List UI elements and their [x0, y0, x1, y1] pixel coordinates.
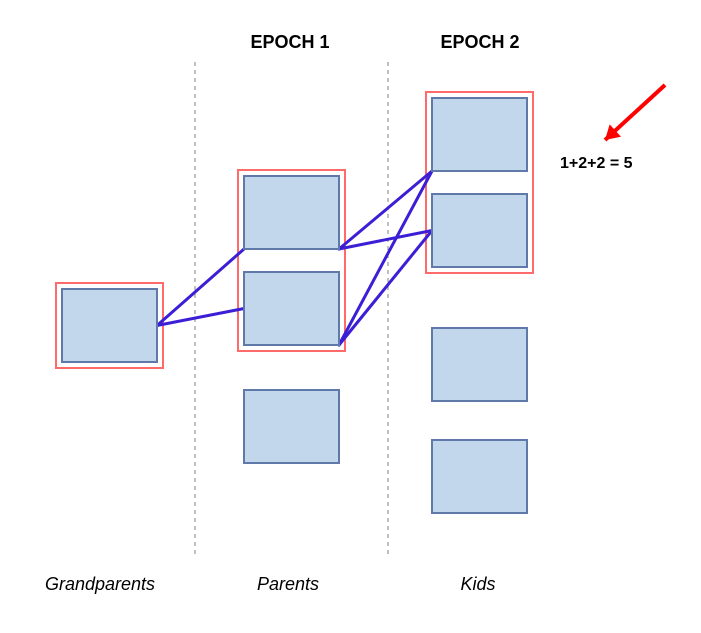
grandparents-label: Grandparents	[45, 574, 155, 594]
edge-p2-k1	[339, 171, 432, 345]
kids-label: Kids	[460, 574, 495, 594]
node-k3	[432, 328, 527, 401]
node-p1	[244, 176, 339, 249]
parents-label: Parents	[257, 574, 319, 594]
epoch2-header: EPOCH 2	[440, 32, 519, 52]
edge-p1-k1	[339, 171, 432, 249]
edge-gp-p1	[157, 249, 244, 326]
node-gp	[62, 289, 157, 362]
epoch1-header: EPOCH 1	[250, 32, 329, 52]
node-p2	[244, 272, 339, 345]
node-k2	[432, 194, 527, 267]
node-p3	[244, 390, 339, 463]
diagram-canvas: EPOCH 1 EPOCH 2 Grandparents Parents Kid…	[0, 0, 701, 633]
node-k4	[432, 440, 527, 513]
edge-gp-p2	[157, 309, 244, 326]
annotation-text: 1+2+2 = 5	[560, 155, 633, 172]
node-k1	[432, 98, 527, 171]
